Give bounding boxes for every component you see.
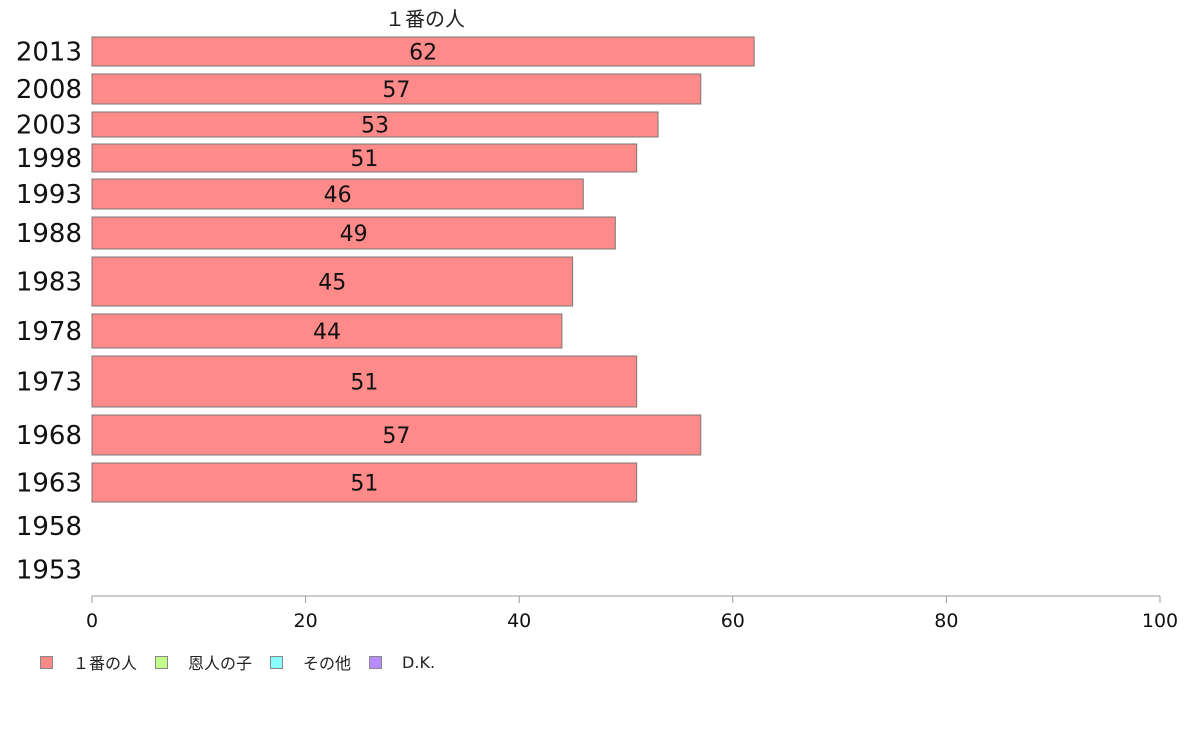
legend-label-4: D.K. [402,652,436,672]
data-label: 57 [382,424,410,449]
data-label: 46 [324,183,352,208]
bar [91,256,574,307]
bar [91,73,702,105]
x-tick-label: 60 [721,610,745,632]
legend-item-4: D.K. [369,653,435,672]
legend-item-1: １番の人 [40,650,137,674]
bar [91,143,638,173]
data-label: 51 [350,147,378,172]
bar [91,414,702,456]
legend-swatch-4 [369,655,383,669]
data-label: 62 [409,41,437,66]
data-label: 45 [318,271,346,296]
legend-swatch-2 [155,655,169,669]
data-label: 57 [382,78,410,103]
series-title: １番の人 [385,7,465,31]
category-label: 1973 [16,368,82,398]
x-tick-label: 40 [507,610,531,632]
category-label: 1978 [16,317,82,347]
category-label: 1953 [16,556,82,586]
category-label: 1983 [16,268,82,298]
category-label: 1988 [16,219,82,249]
bar [91,111,659,138]
category-label: 1998 [16,144,82,174]
bar [91,36,755,67]
legend-label-1: １番の人 [73,654,138,673]
legend-swatch-1 [40,655,53,669]
data-label: 51 [350,371,378,396]
bar [91,355,638,408]
x-tick-label: 100 [1142,610,1178,632]
category-label: 1968 [16,421,82,451]
bar [91,462,638,503]
category-label: 1958 [16,512,82,542]
bar [91,313,563,349]
data-label: 51 [350,472,378,497]
category-label: 1993 [16,180,82,210]
legend-swatch-3 [270,655,284,669]
data-label: 49 [340,222,368,247]
x-tick-label: 20 [294,610,318,632]
data-label: 44 [313,320,341,345]
x-tick-label: 80 [934,610,958,632]
bar [91,178,584,210]
x-tick-label: 0 [86,610,98,632]
legend: １番の人 恩人の子 その他 D.K. [40,650,453,674]
category-label: 2003 [16,111,82,141]
category-label: 2008 [16,75,82,105]
legend-item-2: 恩人の子 [155,650,252,674]
category-label: 1963 [16,469,82,499]
bar [91,216,616,250]
legend-label-3: その他 [303,654,352,673]
legend-item-3: その他 [270,650,351,674]
category-label: 2013 [16,38,82,68]
x-axis: 0 20 40 60 80 100 [86,595,1178,632]
legend-label-2: 恩人の子 [188,654,253,673]
data-label: 53 [361,114,389,139]
